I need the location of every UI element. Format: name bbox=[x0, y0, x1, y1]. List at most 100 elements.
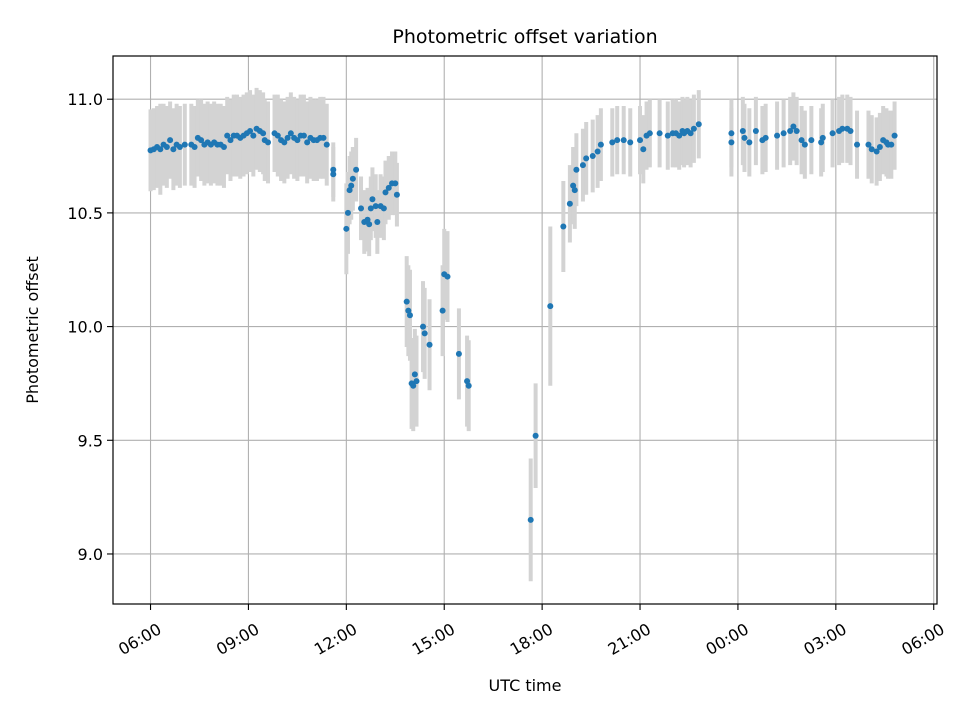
data-point bbox=[646, 130, 653, 137]
data-point bbox=[346, 187, 353, 194]
data-point bbox=[393, 191, 400, 198]
data-point bbox=[465, 382, 472, 389]
data-point bbox=[344, 209, 351, 216]
data-point bbox=[382, 189, 389, 196]
plot-area-frame bbox=[112, 55, 938, 605]
data-point bbox=[739, 128, 746, 135]
data-point bbox=[728, 139, 735, 146]
data-point bbox=[364, 216, 371, 223]
data-point bbox=[614, 137, 621, 144]
data-point bbox=[413, 378, 420, 385]
data-point bbox=[220, 143, 227, 150]
data-point bbox=[406, 312, 413, 319]
data-point bbox=[265, 139, 272, 146]
data-point bbox=[527, 516, 534, 523]
data-point bbox=[790, 123, 797, 130]
y-axis-ticks: 9.0 9.5 10.0 10.5 11.0 bbox=[67, 90, 113, 564]
data-point bbox=[455, 350, 462, 357]
data-point bbox=[405, 307, 412, 314]
data-point bbox=[367, 205, 374, 212]
data-point bbox=[876, 143, 883, 150]
y-tick-label: 10.5 bbox=[67, 204, 103, 223]
data-point bbox=[573, 166, 580, 173]
data-point bbox=[176, 143, 183, 150]
data-point bbox=[224, 132, 231, 139]
data-point bbox=[464, 378, 471, 385]
y-tick-label: 10.0 bbox=[67, 318, 103, 337]
data-point bbox=[847, 128, 854, 135]
data-point bbox=[873, 148, 880, 155]
data-point bbox=[780, 130, 787, 137]
data-point bbox=[676, 132, 683, 139]
data-point bbox=[374, 218, 381, 225]
data-point bbox=[787, 128, 794, 135]
data-point bbox=[181, 141, 188, 148]
x-axis-label: UTC time bbox=[489, 676, 562, 695]
data-point bbox=[868, 146, 875, 153]
data-point bbox=[294, 137, 301, 144]
data-point bbox=[287, 130, 294, 137]
data-point bbox=[566, 200, 573, 207]
data-point bbox=[808, 137, 815, 144]
data-point bbox=[801, 141, 808, 148]
data-point bbox=[532, 432, 539, 439]
data-point bbox=[609, 139, 616, 146]
data-point bbox=[570, 182, 577, 189]
data-point bbox=[343, 225, 350, 232]
data-point bbox=[560, 223, 567, 230]
data-point bbox=[372, 203, 379, 210]
data-point bbox=[640, 146, 647, 153]
data-point bbox=[330, 171, 337, 178]
data-point bbox=[403, 298, 410, 305]
data-point bbox=[746, 139, 753, 146]
data-point bbox=[353, 166, 360, 173]
data-point bbox=[690, 125, 697, 132]
data-point bbox=[637, 137, 644, 144]
data-point bbox=[191, 143, 198, 150]
data-point bbox=[818, 139, 825, 146]
data-point bbox=[411, 371, 418, 378]
data-point bbox=[247, 128, 254, 135]
data-points bbox=[147, 121, 898, 523]
data-point bbox=[571, 187, 578, 194]
data-point bbox=[656, 130, 663, 137]
data-point bbox=[829, 130, 836, 137]
data-point bbox=[304, 139, 311, 146]
data-point bbox=[323, 141, 330, 148]
data-point bbox=[774, 132, 781, 139]
data-point bbox=[579, 162, 586, 169]
data-point bbox=[348, 182, 355, 189]
data-point bbox=[349, 175, 356, 182]
data-point bbox=[687, 130, 694, 137]
data-point bbox=[281, 139, 288, 146]
data-point bbox=[284, 134, 291, 141]
data-point bbox=[369, 196, 376, 203]
data-point bbox=[741, 134, 748, 141]
data-point bbox=[888, 141, 895, 148]
data-point bbox=[594, 148, 601, 155]
data-point bbox=[157, 146, 164, 153]
data-point bbox=[274, 132, 281, 139]
data-point bbox=[547, 303, 554, 310]
data-point bbox=[444, 273, 451, 280]
data-point bbox=[260, 130, 267, 137]
data-point bbox=[762, 134, 769, 141]
y-axis-label: Photometric offset bbox=[23, 256, 42, 404]
y-tick-label: 9.0 bbox=[78, 545, 103, 564]
data-point bbox=[839, 125, 846, 132]
data-point bbox=[385, 184, 392, 191]
data-point bbox=[366, 221, 373, 228]
data-point bbox=[392, 180, 399, 187]
data-point bbox=[664, 132, 671, 139]
data-point bbox=[627, 139, 634, 146]
data-point bbox=[320, 134, 327, 141]
data-point bbox=[421, 330, 428, 337]
data-point bbox=[198, 137, 205, 144]
chart-title: Photometric offset variation bbox=[392, 26, 657, 48]
data-point bbox=[300, 132, 307, 139]
data-point bbox=[891, 132, 898, 139]
data-point bbox=[330, 166, 337, 173]
data-point bbox=[410, 382, 417, 389]
